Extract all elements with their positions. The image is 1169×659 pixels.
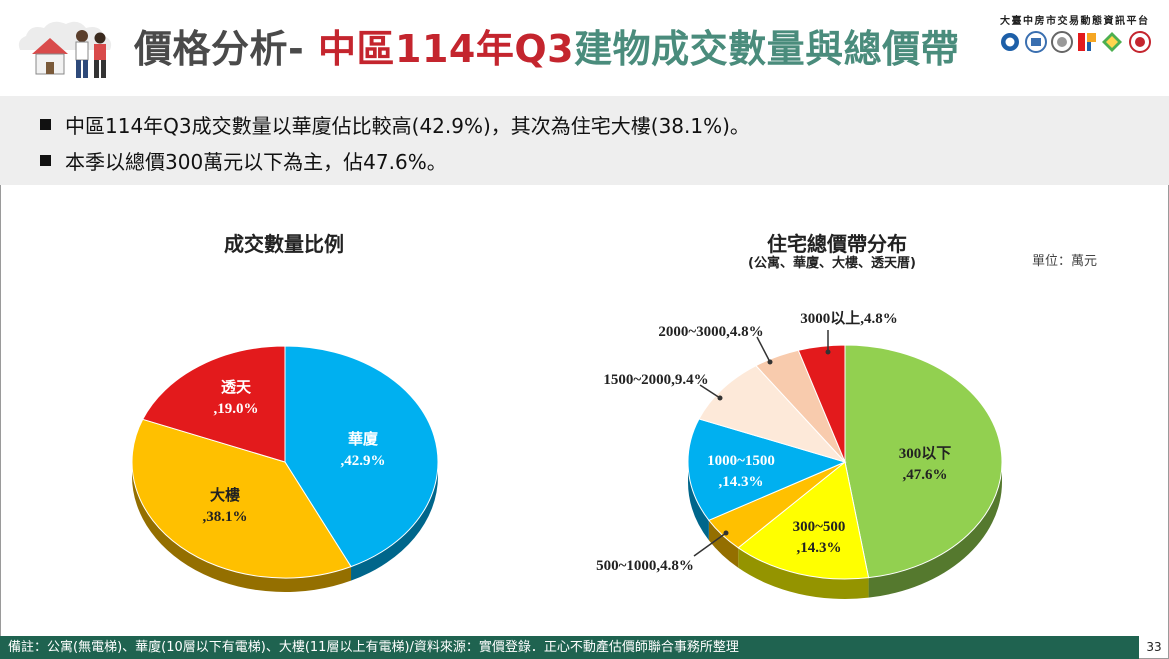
pie-slice — [737, 461, 870, 580]
pie-side-wall — [708, 520, 739, 568]
pie-slice — [687, 418, 847, 521]
diamond-logo-icon — [1102, 32, 1122, 52]
leader-dot — [723, 530, 729, 536]
people-house-illustration — [18, 21, 112, 78]
building-seal-icon — [1025, 31, 1047, 53]
data-label: ,14.3% — [719, 474, 764, 490]
summary-text: 中區114年Q3成交數量以華廈佔比較高(42.9%)，其次為住宅大樓(38.1%… — [65, 114, 750, 138]
pie-side-wall — [351, 462, 438, 581]
slide-header: 價格分析- 中區114年Q3建物成交數量與總價帶 大臺中房市交易動態資訊平台 — [0, 0, 1169, 96]
leader-dot — [767, 359, 773, 365]
org-name: 大臺中房市交易動態資訊平台 — [1000, 16, 1150, 27]
leader-line — [699, 384, 721, 399]
pie-side-wall — [688, 462, 709, 541]
data-label: 3000以上,4.8% — [800, 310, 898, 327]
data-label: ,42.9% — [341, 453, 386, 469]
data-label: 1000~1500 — [707, 453, 775, 469]
pie-slice — [698, 365, 847, 463]
pie-slice — [797, 344, 846, 463]
data-label: 300以下 — [899, 445, 952, 462]
ip-logo-icon — [1078, 33, 1096, 51]
data-label: 1500~2000,9.4% — [603, 372, 708, 388]
leader-line — [756, 336, 771, 363]
unit-label: 單位：萬元 — [1032, 254, 1098, 269]
title-topic: 建物成交數量與總價帶 — [574, 27, 960, 71]
leader-dot — [717, 395, 723, 401]
pie-slice — [844, 344, 1003, 579]
title-prefix: 價格分析- — [134, 27, 305, 71]
summary-bullet: 本季以總價300萬元以下為主，佔47.6%。 — [40, 146, 447, 175]
leader-dot — [825, 349, 831, 355]
data-label: 300~500 — [793, 519, 846, 535]
pie-side-wall — [738, 547, 869, 599]
pie-side-wall — [868, 462, 1002, 598]
partner-logos — [1001, 31, 1151, 53]
page-number: 33 — [1146, 640, 1162, 654]
summary-text: 本季以總價300萬元以下為主，佔47.6%。 — [65, 150, 447, 174]
data-label: ,19.0% — [214, 401, 259, 417]
data-label: 500~1000,4.8% — [596, 558, 694, 574]
data-label: ,14.3% — [797, 540, 842, 556]
data-label: 透天 — [221, 379, 252, 396]
left-chart-title: 成交數量比例 — [224, 232, 344, 256]
data-label: 華廈 — [348, 430, 378, 448]
title-region-quarter: 中區114年Q3 — [318, 27, 575, 71]
page-title: 價格分析- 中區114年Q3建物成交數量與總價帶 — [134, 18, 959, 73]
data-label: 大樓 — [210, 486, 240, 504]
pie-slice — [131, 418, 352, 579]
bullet-square-icon — [40, 119, 51, 130]
data-label: ,47.6% — [903, 467, 948, 483]
data-label: ,38.1% — [203, 509, 248, 525]
pie-slice — [142, 345, 286, 463]
bullet-square-icon — [40, 155, 51, 166]
right-chart-subtitle: (公寓、華廈、大樓、透天厝) — [748, 256, 916, 271]
pie-slice — [284, 345, 439, 568]
summary-bullet: 中區114年Q3成交數量以華廈佔比較高(42.9%)，其次為住宅大樓(38.1%… — [40, 110, 750, 139]
leader-line — [693, 532, 727, 557]
gov-seal-icon — [1051, 31, 1073, 53]
pie-side-wall — [131, 462, 352, 592]
right-chart-title: 住宅總價帶分布 — [767, 232, 907, 256]
tuda-logo-icon — [1001, 33, 1019, 51]
footer-note: 備註：公寓(無電梯)、華廈(10層以下有電梯)、大樓(11層以上有電梯)/資料來… — [0, 636, 1139, 659]
summary-panel: 中區114年Q3成交數量以華廈佔比較高(42.9%)，其次為住宅大樓(38.1%… — [0, 96, 1169, 185]
data-label: 2000~3000,4.8% — [658, 324, 763, 340]
association-logo-icon — [1129, 31, 1151, 53]
